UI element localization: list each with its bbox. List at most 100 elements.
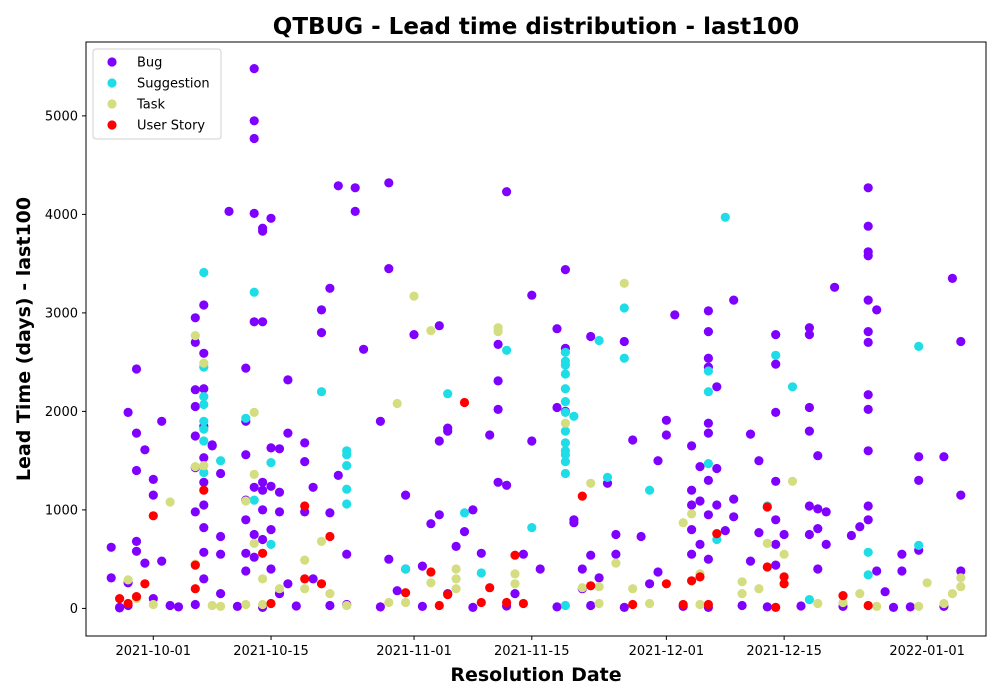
point-bug-190 xyxy=(813,451,823,461)
point-task-36 xyxy=(510,579,520,589)
point-task-61 xyxy=(922,578,932,588)
point-bug-236 xyxy=(552,602,562,612)
point-bug-242 xyxy=(762,602,772,612)
point-suggestion-11 xyxy=(249,287,259,297)
point-bug-37 xyxy=(216,468,226,479)
point-task-20 xyxy=(300,584,310,594)
point-suggestion-45 xyxy=(703,366,714,376)
point-bug-59 xyxy=(258,317,268,327)
point-bug-95 xyxy=(384,554,394,564)
point-bug-170 xyxy=(729,494,739,504)
point-user-story-28 xyxy=(678,599,688,610)
point-bug-99 xyxy=(409,330,419,340)
point-bug-33 xyxy=(199,547,209,557)
point-task-58 xyxy=(855,589,865,599)
point-bug-200 xyxy=(863,221,873,231)
point-bug-55 xyxy=(249,529,259,540)
point-task-55 xyxy=(787,476,798,486)
point-user-story-36 xyxy=(779,579,789,589)
point-bug-144 xyxy=(653,567,663,577)
y-tick-label-5: 5000 xyxy=(45,109,78,124)
point-bug-148 xyxy=(687,441,697,451)
points-layer xyxy=(106,64,966,613)
point-task-41 xyxy=(594,598,604,609)
x-axis-label: Resolution Date xyxy=(450,664,621,686)
point-task-43 xyxy=(619,278,629,288)
point-task-46 xyxy=(678,518,688,528)
point-bug-50 xyxy=(249,116,259,126)
point-bug-10 xyxy=(140,445,150,455)
point-bug-213 xyxy=(880,587,890,597)
point-task-42 xyxy=(611,558,621,568)
point-bug-40 xyxy=(216,589,226,599)
point-suggestion-22 xyxy=(459,508,470,518)
point-task-5 xyxy=(190,462,200,472)
legend-marker-user-story xyxy=(107,120,117,130)
point-task-17 xyxy=(258,574,268,584)
point-task-30 xyxy=(451,564,461,574)
point-bug-80 xyxy=(308,574,318,584)
point-user-story-1 xyxy=(123,598,133,609)
point-bug-147 xyxy=(670,310,680,320)
point-bug-232 xyxy=(375,602,385,612)
point-bug-140 xyxy=(628,435,638,445)
point-bug-245 xyxy=(888,602,899,613)
point-task-12 xyxy=(249,407,259,417)
point-bug-234 xyxy=(468,602,478,613)
point-task-11 xyxy=(241,496,251,506)
point-bug-124 xyxy=(552,324,562,334)
point-bug-32 xyxy=(199,523,209,533)
point-bug-168 xyxy=(720,526,730,536)
point-task-7 xyxy=(199,461,209,471)
point-bug-16 xyxy=(157,556,167,566)
legend-marker-task xyxy=(107,99,117,109)
point-bug-223 xyxy=(956,566,966,576)
legend: Bug Suggestion Task User Story xyxy=(92,48,222,140)
point-suggestion-2 xyxy=(199,392,209,402)
y-tick-label-1: 1000 xyxy=(45,503,78,518)
point-bug-193 xyxy=(813,564,823,574)
point-bug-214 xyxy=(897,549,907,559)
point-bug-156 xyxy=(703,306,714,316)
point-bug-58 xyxy=(258,226,268,236)
point-bug-138 xyxy=(611,549,621,559)
point-user-story-26 xyxy=(628,599,638,610)
point-bug-215 xyxy=(897,566,907,576)
point-user-story-23 xyxy=(518,598,529,609)
point-task-52 xyxy=(754,584,764,594)
point-suggestion-58 xyxy=(560,600,571,611)
point-bug-175 xyxy=(754,528,764,538)
point-bug-0 xyxy=(106,542,116,552)
point-bug-167 xyxy=(712,500,722,510)
point-task-25 xyxy=(392,398,402,409)
point-bug-139 xyxy=(619,336,629,347)
point-bug-115 xyxy=(493,404,503,414)
point-bug-71 xyxy=(274,507,285,517)
point-user-story-39 xyxy=(863,600,873,611)
point-bug-53 xyxy=(249,317,259,327)
point-user-story-0 xyxy=(115,594,125,604)
point-user-story-11 xyxy=(300,574,310,584)
point-user-story-30 xyxy=(695,572,705,582)
point-bug-173 xyxy=(745,556,756,566)
point-bug-162 xyxy=(703,475,714,485)
point-bug-19 xyxy=(190,337,200,347)
point-suggestion-38 xyxy=(560,468,571,479)
point-bug-12 xyxy=(148,474,158,484)
point-bug-89 xyxy=(350,206,360,216)
point-suggestion-5 xyxy=(199,424,209,434)
point-bug-131 xyxy=(577,564,587,574)
point-user-story-32 xyxy=(712,529,722,539)
point-bug-44 xyxy=(241,450,251,460)
point-bug-228 xyxy=(232,601,242,612)
point-user-story-18 xyxy=(459,397,470,408)
point-task-57 xyxy=(838,597,848,608)
point-task-22 xyxy=(325,589,335,599)
point-bug-112 xyxy=(485,430,495,440)
point-bug-191 xyxy=(813,504,823,514)
point-bug-237 xyxy=(586,600,596,611)
point-bug-82 xyxy=(316,305,327,315)
point-bug-65 xyxy=(266,443,276,453)
point-suggestion-40 xyxy=(594,335,604,346)
point-task-28 xyxy=(426,326,436,336)
